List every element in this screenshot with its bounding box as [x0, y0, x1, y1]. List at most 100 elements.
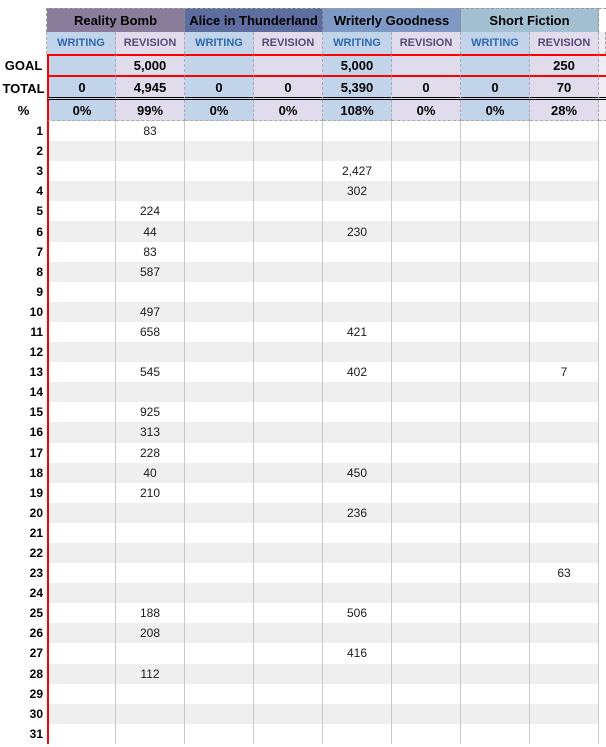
day-cell[interactable] [254, 643, 323, 664]
day-cell[interactable] [392, 502, 461, 523]
day-cell[interactable] [254, 482, 323, 503]
day-cell[interactable] [185, 522, 254, 543]
day-cell[interactable] [185, 462, 254, 483]
day-cell[interactable] [254, 563, 323, 584]
day-cell[interactable] [461, 321, 530, 343]
day-cell[interactable] [254, 221, 323, 242]
day-cell[interactable] [254, 141, 323, 162]
day-cell[interactable] [392, 342, 461, 363]
day-cell[interactable] [254, 362, 323, 383]
day-cell[interactable]: 44 [116, 221, 185, 242]
day-cell[interactable] [47, 703, 116, 724]
day-cell[interactable] [254, 583, 323, 604]
day-number[interactable]: 1 [36, 124, 43, 139]
day-cell[interactable] [254, 201, 323, 222]
day-cell[interactable] [185, 161, 254, 182]
day-cell[interactable] [47, 563, 116, 584]
day-number[interactable]: 31 [29, 726, 43, 741]
day-cell[interactable] [47, 723, 116, 744]
day-cell[interactable] [47, 462, 116, 483]
day-cell[interactable]: 7 [530, 362, 599, 383]
day-number[interactable]: 15 [29, 405, 43, 420]
row-label-percent[interactable]: % [17, 103, 30, 118]
day-cell[interactable] [461, 161, 530, 182]
day-number[interactable]: 30 [29, 706, 43, 721]
day-cell[interactable] [530, 482, 599, 503]
day-cell[interactable] [185, 583, 254, 604]
day-cell[interactable] [323, 201, 392, 222]
day-cell[interactable] [185, 221, 254, 242]
day-cell[interactable]: 40 [116, 462, 185, 483]
day-cell[interactable] [47, 402, 116, 423]
day-cell[interactable] [392, 402, 461, 423]
day-cell[interactable] [116, 342, 185, 363]
goal-cell-4[interactable]: 5,000 [323, 54, 392, 77]
day-cell[interactable] [392, 703, 461, 724]
day-cell[interactable] [254, 442, 323, 463]
day-cell[interactable] [530, 382, 599, 403]
day-cell[interactable] [530, 121, 599, 142]
day-cell[interactable] [392, 522, 461, 543]
day-cell[interactable] [185, 241, 254, 262]
day-cell[interactable] [185, 563, 254, 584]
day-number[interactable]: 5 [36, 204, 43, 219]
day-cell[interactable]: 402 [323, 362, 392, 383]
day-cell[interactable] [392, 382, 461, 403]
row-label-total[interactable]: TOTAL [2, 81, 45, 96]
goal-cell-6[interactable] [461, 54, 530, 77]
day-cell[interactable] [461, 382, 530, 403]
day-cell[interactable] [47, 542, 116, 564]
day-cell[interactable] [323, 241, 392, 262]
day-cell[interactable]: 313 [116, 422, 185, 443]
day-cell[interactable] [47, 321, 116, 343]
day-number[interactable]: 9 [36, 284, 43, 299]
day-cell[interactable] [116, 643, 185, 664]
day-cell[interactable] [392, 563, 461, 584]
day-cell[interactable] [254, 181, 323, 202]
day-cell[interactable] [254, 301, 323, 322]
day-cell[interactable] [323, 121, 392, 142]
day-cell[interactable] [323, 583, 392, 604]
day-cell[interactable] [392, 683, 461, 704]
day-number[interactable]: 3 [36, 164, 43, 179]
subheader-alice-in-thunderland-writing[interactable]: WRITING [185, 32, 254, 54]
day-cell[interactable] [254, 603, 323, 624]
project-header-reality-bomb[interactable]: Reality Bomb [47, 8, 185, 32]
day-cell[interactable] [254, 422, 323, 443]
subheader-alice-in-thunderland-revision[interactable]: REVISION [254, 32, 323, 54]
day-cell[interactable] [392, 603, 461, 624]
day-cell[interactable] [185, 643, 254, 664]
day-cell[interactable] [323, 703, 392, 724]
day-cell[interactable] [530, 201, 599, 222]
day-cell[interactable]: 450 [323, 462, 392, 483]
day-cell[interactable] [461, 603, 530, 624]
day-cell[interactable] [461, 683, 530, 704]
day-number[interactable]: 23 [29, 566, 43, 581]
total-cell-7[interactable]: 70 [530, 77, 599, 100]
day-cell[interactable] [116, 683, 185, 704]
percent-cell-5[interactable]: 0% [392, 100, 461, 121]
day-cell[interactable] [461, 422, 530, 443]
day-cell[interactable] [254, 241, 323, 262]
day-cell[interactable]: 63 [530, 563, 599, 584]
day-cell[interactable] [254, 382, 323, 403]
day-cell[interactable] [47, 583, 116, 604]
day-cell[interactable] [254, 703, 323, 724]
day-cell[interactable] [185, 362, 254, 383]
day-cell[interactable] [254, 683, 323, 704]
day-cell[interactable] [461, 563, 530, 584]
row-label-goal[interactable]: GOAL [4, 58, 43, 73]
day-cell[interactable]: 925 [116, 402, 185, 423]
day-cell[interactable]: 83 [116, 241, 185, 262]
day-cell[interactable] [461, 482, 530, 503]
day-cell[interactable]: 587 [116, 261, 185, 282]
day-cell[interactable] [461, 643, 530, 664]
day-cell[interactable] [254, 522, 323, 543]
day-cell[interactable] [47, 522, 116, 543]
day-cell[interactable] [47, 342, 116, 363]
day-cell[interactable] [254, 663, 323, 684]
day-cell[interactable] [461, 402, 530, 423]
day-number[interactable]: 11 [30, 324, 43, 339]
day-cell[interactable] [185, 342, 254, 363]
day-cell[interactable] [185, 402, 254, 423]
